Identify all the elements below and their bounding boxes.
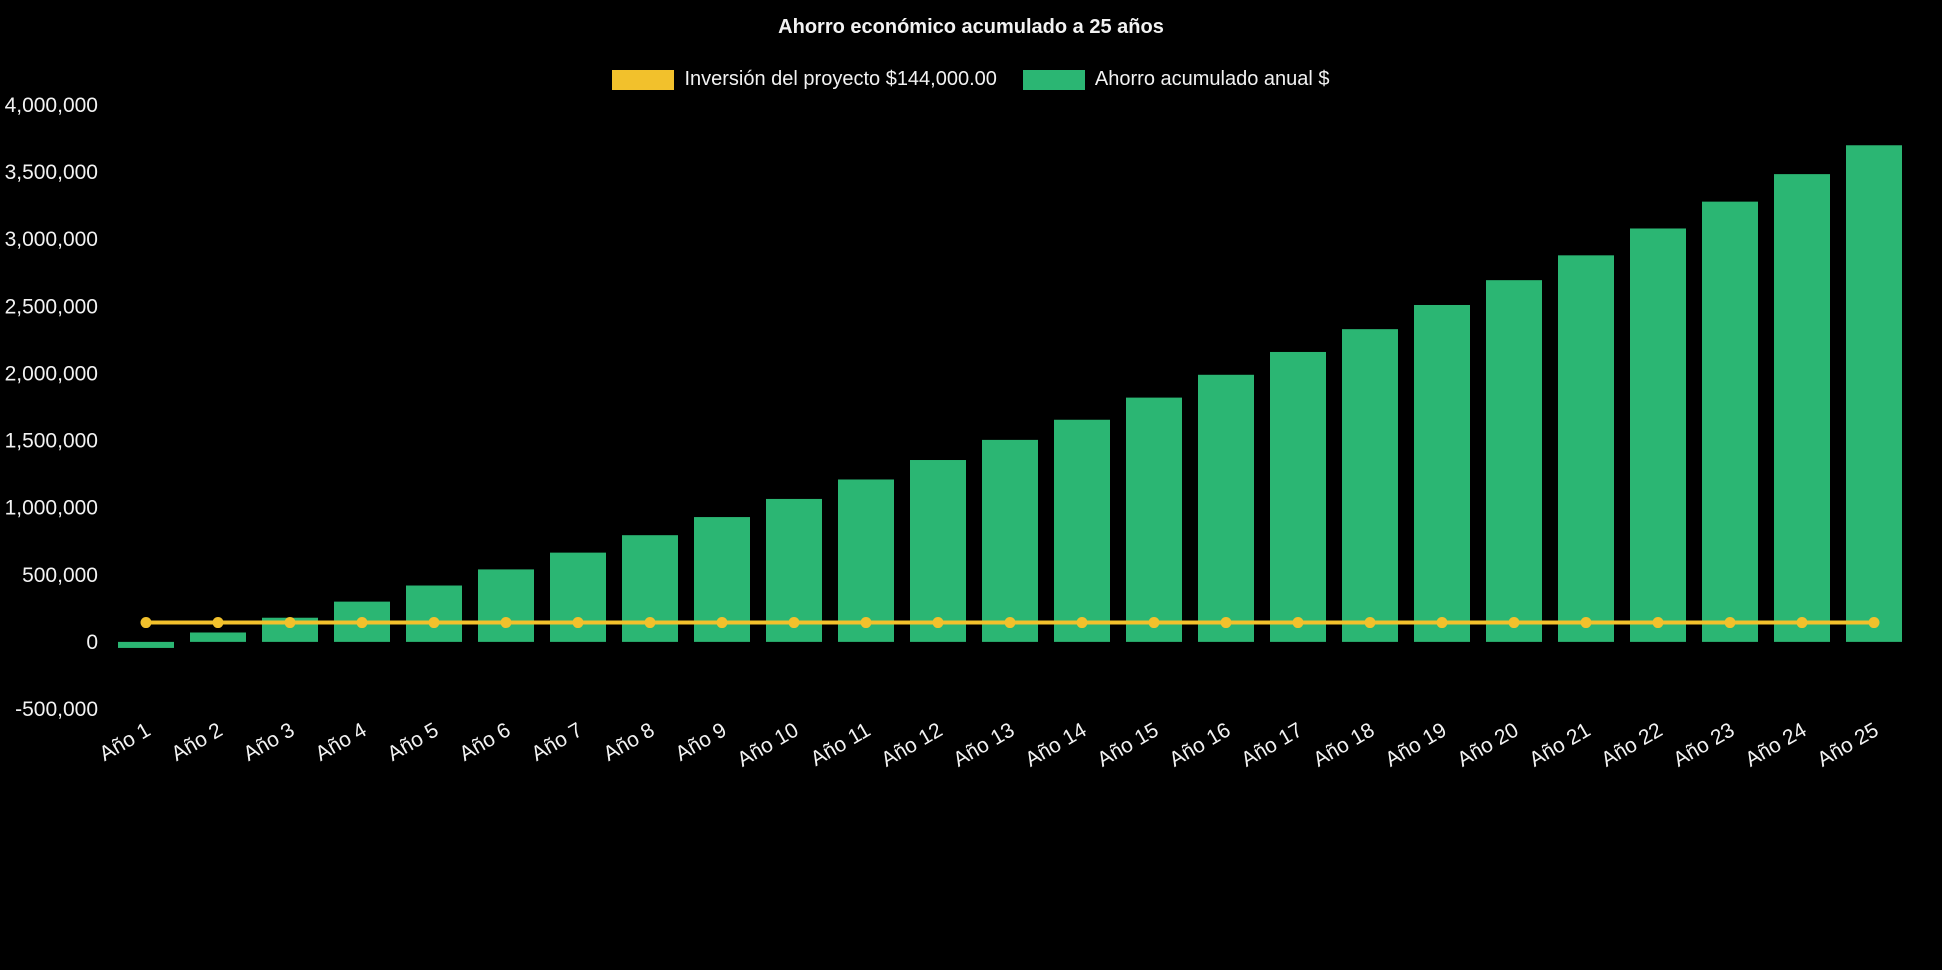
investment-point[interactable] — [1652, 617, 1664, 629]
legend-swatch-savings — [1022, 69, 1085, 90]
bar-año-5[interactable] — [406, 585, 462, 642]
bar-año-21[interactable] — [1558, 255, 1614, 642]
legend-label-investment: Inversión del proyecto $144,000.00 — [684, 68, 997, 90]
x-axis-tick-label: Año 6 — [455, 718, 514, 765]
investment-point[interactable] — [212, 617, 224, 629]
y-axis-tick-label: -500,000 — [15, 698, 98, 721]
x-axis-tick-label: Año 14 — [1021, 718, 1090, 771]
investment-point[interactable] — [140, 617, 152, 629]
x-axis-tick-label: Año 1 — [95, 718, 154, 765]
legend-item-investment[interactable]: Inversión del proyecto $144,000.00 — [612, 68, 997, 91]
bar-año-18[interactable] — [1342, 329, 1398, 642]
investment-point[interactable] — [716, 617, 728, 629]
investment-point[interactable] — [1508, 617, 1520, 629]
x-axis-tick-label: Año 19 — [1381, 718, 1450, 771]
bar-año-14[interactable] — [1054, 419, 1110, 642]
y-axis-tick-label: 2,500,000 — [5, 295, 98, 318]
x-axis-tick-label: Año 7 — [527, 718, 586, 765]
investment-point[interactable] — [500, 617, 512, 629]
x-axis-tick-label: Año 5 — [383, 718, 442, 765]
bar-año-11[interactable] — [838, 479, 894, 642]
investment-point[interactable] — [428, 617, 440, 629]
x-axis-tick-label: Año 4 — [311, 718, 370, 766]
y-axis-tick-label: 500,000 — [22, 564, 98, 587]
x-axis-tick-label: Año 25 — [1813, 718, 1882, 771]
x-axis-tick-label: Año 17 — [1237, 718, 1306, 771]
bar-año-16[interactable] — [1198, 374, 1254, 642]
y-axis-tick-label: 3,000,000 — [5, 228, 98, 251]
bar-año-6[interactable] — [478, 569, 534, 642]
bar-año-1[interactable] — [118, 641, 174, 648]
investment-point[interactable] — [356, 617, 368, 629]
investment-point[interactable] — [1796, 617, 1808, 629]
bar-año-24[interactable] — [1774, 174, 1830, 642]
x-axis-tick-label: Año 24 — [1741, 718, 1810, 771]
x-axis-tick-label: Año 2 — [167, 718, 226, 765]
x-axis-tick-label: Año 16 — [1165, 718, 1234, 771]
y-axis-tick-label: 1,000,000 — [5, 497, 98, 520]
x-axis-tick-label: Año 3 — [239, 718, 298, 765]
y-axis-tick-label: 2,000,000 — [5, 362, 98, 385]
investment-point[interactable] — [1292, 617, 1304, 629]
y-axis-tick-label: 0 — [86, 631, 98, 654]
chart-legend: Inversión del proyecto $144,000.00 Ahorr… — [0, 68, 1942, 91]
investment-point[interactable] — [572, 617, 584, 629]
bar-año-17[interactable] — [1270, 351, 1326, 642]
bar-año-7[interactable] — [550, 552, 606, 642]
x-axis-tick-label: Año 12 — [877, 718, 946, 771]
x-axis-tick-label: Año 9 — [671, 718, 730, 765]
y-axis-tick-label: 1,500,000 — [5, 430, 98, 453]
chart-title: Ahorro económico acumulado a 25 años — [778, 16, 1164, 38]
bar-año-19[interactable] — [1414, 304, 1470, 642]
bar-año-15[interactable] — [1126, 397, 1182, 642]
legend-item-savings[interactable]: Ahorro acumulado anual $ — [1022, 68, 1330, 91]
legend-label-savings: Ahorro acumulado anual $ — [1094, 68, 1330, 90]
bar-año-20[interactable] — [1486, 280, 1542, 642]
x-axis-tick-label: Año 20 — [1453, 718, 1522, 771]
investment-point[interactable] — [1148, 617, 1160, 629]
y-axis-tick-label: 3,500,000 — [5, 161, 98, 184]
investment-point[interactable] — [1076, 617, 1088, 629]
investment-point[interactable] — [932, 617, 944, 629]
investment-point[interactable] — [1364, 617, 1376, 629]
bar-año-12[interactable] — [910, 460, 966, 642]
investment-point[interactable] — [1724, 617, 1736, 629]
x-axis-tick-label: Año 10 — [733, 718, 802, 771]
investment-point[interactable] — [1580, 617, 1592, 629]
investment-point[interactable] — [1004, 617, 1016, 629]
investment-point[interactable] — [860, 617, 872, 629]
investment-point[interactable] — [1868, 617, 1880, 629]
x-axis-tick-label: Año 15 — [1093, 718, 1162, 771]
bar-año-23[interactable] — [1702, 201, 1758, 642]
investment-point[interactable] — [788, 617, 800, 629]
x-axis-tick-label: Año 13 — [949, 718, 1018, 771]
investment-point[interactable] — [1220, 617, 1232, 629]
legend-swatch-investment — [612, 69, 675, 90]
investment-point[interactable] — [284, 617, 296, 629]
x-axis-tick-label: Año 8 — [599, 718, 658, 765]
bar-año-13[interactable] — [982, 439, 1038, 642]
x-axis-tick-label: Año 21 — [1525, 718, 1594, 771]
investment-point[interactable] — [1436, 617, 1448, 629]
bar-año-22[interactable] — [1630, 228, 1686, 642]
investment-point[interactable] — [644, 617, 656, 629]
bar-año-2[interactable] — [190, 632, 246, 642]
x-axis-tick-label: Año 22 — [1597, 718, 1666, 771]
y-axis-tick-label: 4,000,000 — [5, 94, 98, 117]
x-axis-tick-label: Año 23 — [1669, 718, 1738, 771]
x-axis-tick-label: Año 18 — [1309, 718, 1378, 771]
bar-año-25[interactable] — [1846, 145, 1902, 642]
x-axis-tick-label: Año 11 — [807, 718, 875, 770]
